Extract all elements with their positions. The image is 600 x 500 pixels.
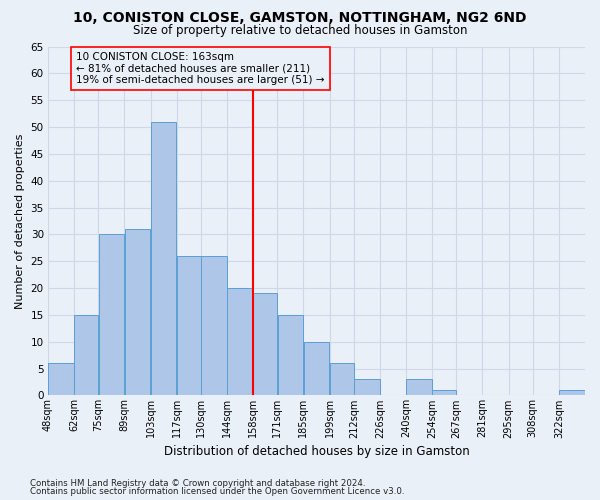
Bar: [48, 363, 74, 396]
Bar: [278, 315, 303, 396]
Bar: [354, 380, 380, 396]
Bar: [201, 256, 227, 396]
Bar: [74, 315, 98, 396]
Text: Contains HM Land Registry data © Crown copyright and database right 2024.: Contains HM Land Registry data © Crown c…: [30, 478, 365, 488]
Bar: [125, 229, 150, 396]
Bar: [98, 234, 124, 396]
Bar: [559, 390, 585, 396]
X-axis label: Distribution of detached houses by size in Gamston: Distribution of detached houses by size …: [164, 444, 469, 458]
Text: Size of property relative to detached houses in Gamston: Size of property relative to detached ho…: [133, 24, 467, 37]
Y-axis label: Number of detached properties: Number of detached properties: [15, 134, 25, 308]
Bar: [433, 390, 456, 396]
Bar: [304, 342, 329, 396]
Text: 10, CONISTON CLOSE, GAMSTON, NOTTINGHAM, NG2 6ND: 10, CONISTON CLOSE, GAMSTON, NOTTINGHAM,…: [73, 11, 527, 25]
Bar: [253, 294, 277, 396]
Bar: [406, 380, 432, 396]
Text: Contains public sector information licensed under the Open Government Licence v3: Contains public sector information licen…: [30, 487, 404, 496]
Bar: [151, 122, 176, 396]
Text: 10 CONISTON CLOSE: 163sqm
← 81% of detached houses are smaller (211)
19% of semi: 10 CONISTON CLOSE: 163sqm ← 81% of detac…: [76, 52, 325, 85]
Bar: [177, 256, 200, 396]
Bar: [227, 288, 253, 396]
Bar: [330, 363, 353, 396]
